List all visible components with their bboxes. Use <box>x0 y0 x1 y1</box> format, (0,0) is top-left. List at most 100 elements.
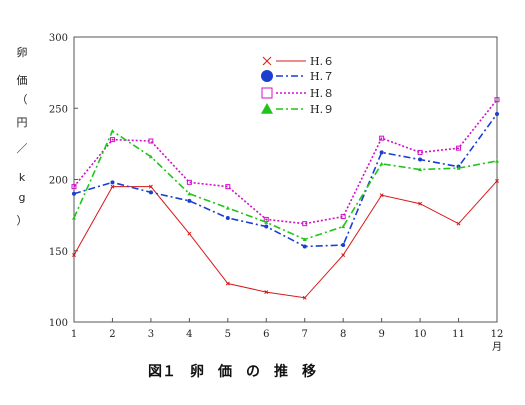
series-4 <box>72 129 499 241</box>
x-tick-label: 7 <box>302 329 308 340</box>
legend-item: H.９ <box>261 103 334 116</box>
data-point <box>495 178 499 183</box>
x-unit-label: 月 <box>492 341 502 353</box>
y-tick-label: 100 <box>49 318 68 329</box>
legend-item: H.６ <box>262 55 334 68</box>
data-point <box>72 215 76 220</box>
x-tick-label: 2 <box>109 329 115 340</box>
data-point <box>379 193 384 198</box>
data-point <box>341 253 346 257</box>
series-1 <box>72 178 499 300</box>
legend: H.６ H.７ H.８ H.９ <box>261 55 334 116</box>
series-line <box>73 180 498 299</box>
legend-item: H.８ <box>261 87 334 100</box>
series-2 <box>72 111 499 249</box>
data-point <box>148 154 153 159</box>
data-point <box>495 158 499 163</box>
data-point <box>110 184 115 189</box>
y-tick-label: 300 <box>49 33 68 44</box>
data-point <box>71 184 77 190</box>
data-point <box>187 231 192 236</box>
y-label-char: k <box>19 171 26 184</box>
data-point <box>302 221 308 227</box>
y-label-char: ／ <box>17 142 28 155</box>
chart-title: 図１ 卵 価 の 推 移 <box>148 363 316 380</box>
data-point <box>418 157 423 162</box>
y-label-char: g <box>19 191 26 204</box>
data-point <box>148 184 153 189</box>
data-point <box>72 253 76 257</box>
y-label-char: （ <box>17 93 28 106</box>
data-point <box>72 191 76 196</box>
data-point <box>379 150 384 155</box>
legend-label: H.６ <box>310 55 334 68</box>
x-tick-label: 8 <box>340 329 346 340</box>
data-point <box>264 220 269 224</box>
data-point <box>187 191 192 196</box>
y-tick-label: 150 <box>49 247 68 258</box>
legend-label: H.９ <box>310 103 334 116</box>
data-point <box>225 215 230 220</box>
x-tick-label: 9 <box>378 329 384 340</box>
y-tick-label: 200 <box>49 176 68 187</box>
data-point <box>264 224 269 229</box>
data-point <box>341 243 346 248</box>
y-label-char: 価 <box>17 74 28 87</box>
data-point <box>110 180 115 185</box>
data-point <box>302 244 307 249</box>
plot-border <box>73 36 498 323</box>
x-tick-label: 10 <box>414 329 427 340</box>
y-tick-label: 250 <box>49 104 68 115</box>
y-label-char: 円 <box>17 116 28 129</box>
data-point <box>340 214 346 220</box>
data-point <box>225 281 230 286</box>
data-point <box>494 97 500 103</box>
legend-marker <box>262 56 272 66</box>
series-line <box>73 113 498 248</box>
data-point <box>148 190 153 195</box>
legend-marker <box>261 103 273 114</box>
y-axis-label: 卵価 （ 円 ／ kg ） <box>17 46 28 227</box>
legend-item: H.７ <box>261 70 334 83</box>
data-point <box>456 221 461 226</box>
y-label-char: ） <box>17 214 28 227</box>
data-point <box>225 206 230 210</box>
data-point <box>186 179 192 185</box>
data-point <box>379 135 385 141</box>
data-point <box>225 184 231 190</box>
x-tick-label: 12 <box>491 329 504 340</box>
data-point <box>302 295 307 300</box>
data-point <box>148 138 154 144</box>
data-point <box>495 111 499 116</box>
x-tick-label: 1 <box>71 329 77 340</box>
data-point <box>418 201 423 206</box>
data-point <box>456 166 461 170</box>
x-tick-label: 3 <box>148 329 154 340</box>
y-label-char: 卵 <box>17 46 28 59</box>
plot-area <box>73 36 498 323</box>
x-tick-label: 11 <box>452 329 465 340</box>
legend-marker <box>261 70 273 82</box>
series-line <box>73 129 498 241</box>
series-3 <box>71 97 500 227</box>
data-point <box>456 145 462 151</box>
legend-marker <box>261 87 273 99</box>
data-point <box>187 198 192 203</box>
data-point <box>379 161 384 166</box>
x-tick-label: 4 <box>186 329 192 340</box>
data-point <box>110 129 115 133</box>
x-tick-label: 6 <box>263 329 269 340</box>
data-point <box>341 224 346 229</box>
data-point <box>417 149 423 155</box>
data-point <box>264 290 269 295</box>
series-layer <box>71 97 500 300</box>
data-point <box>418 167 423 172</box>
legend-label: H.８ <box>310 87 334 100</box>
x-tick-label: 5 <box>225 329 231 340</box>
data-point <box>302 237 307 241</box>
series-line <box>73 99 498 225</box>
legend-label: H.７ <box>310 70 334 83</box>
y-axis: 100 150 200 250 300 <box>49 33 78 329</box>
x-axis: 1 2 3 4 5 6 7 8 9 10 11 12月 <box>71 318 504 353</box>
